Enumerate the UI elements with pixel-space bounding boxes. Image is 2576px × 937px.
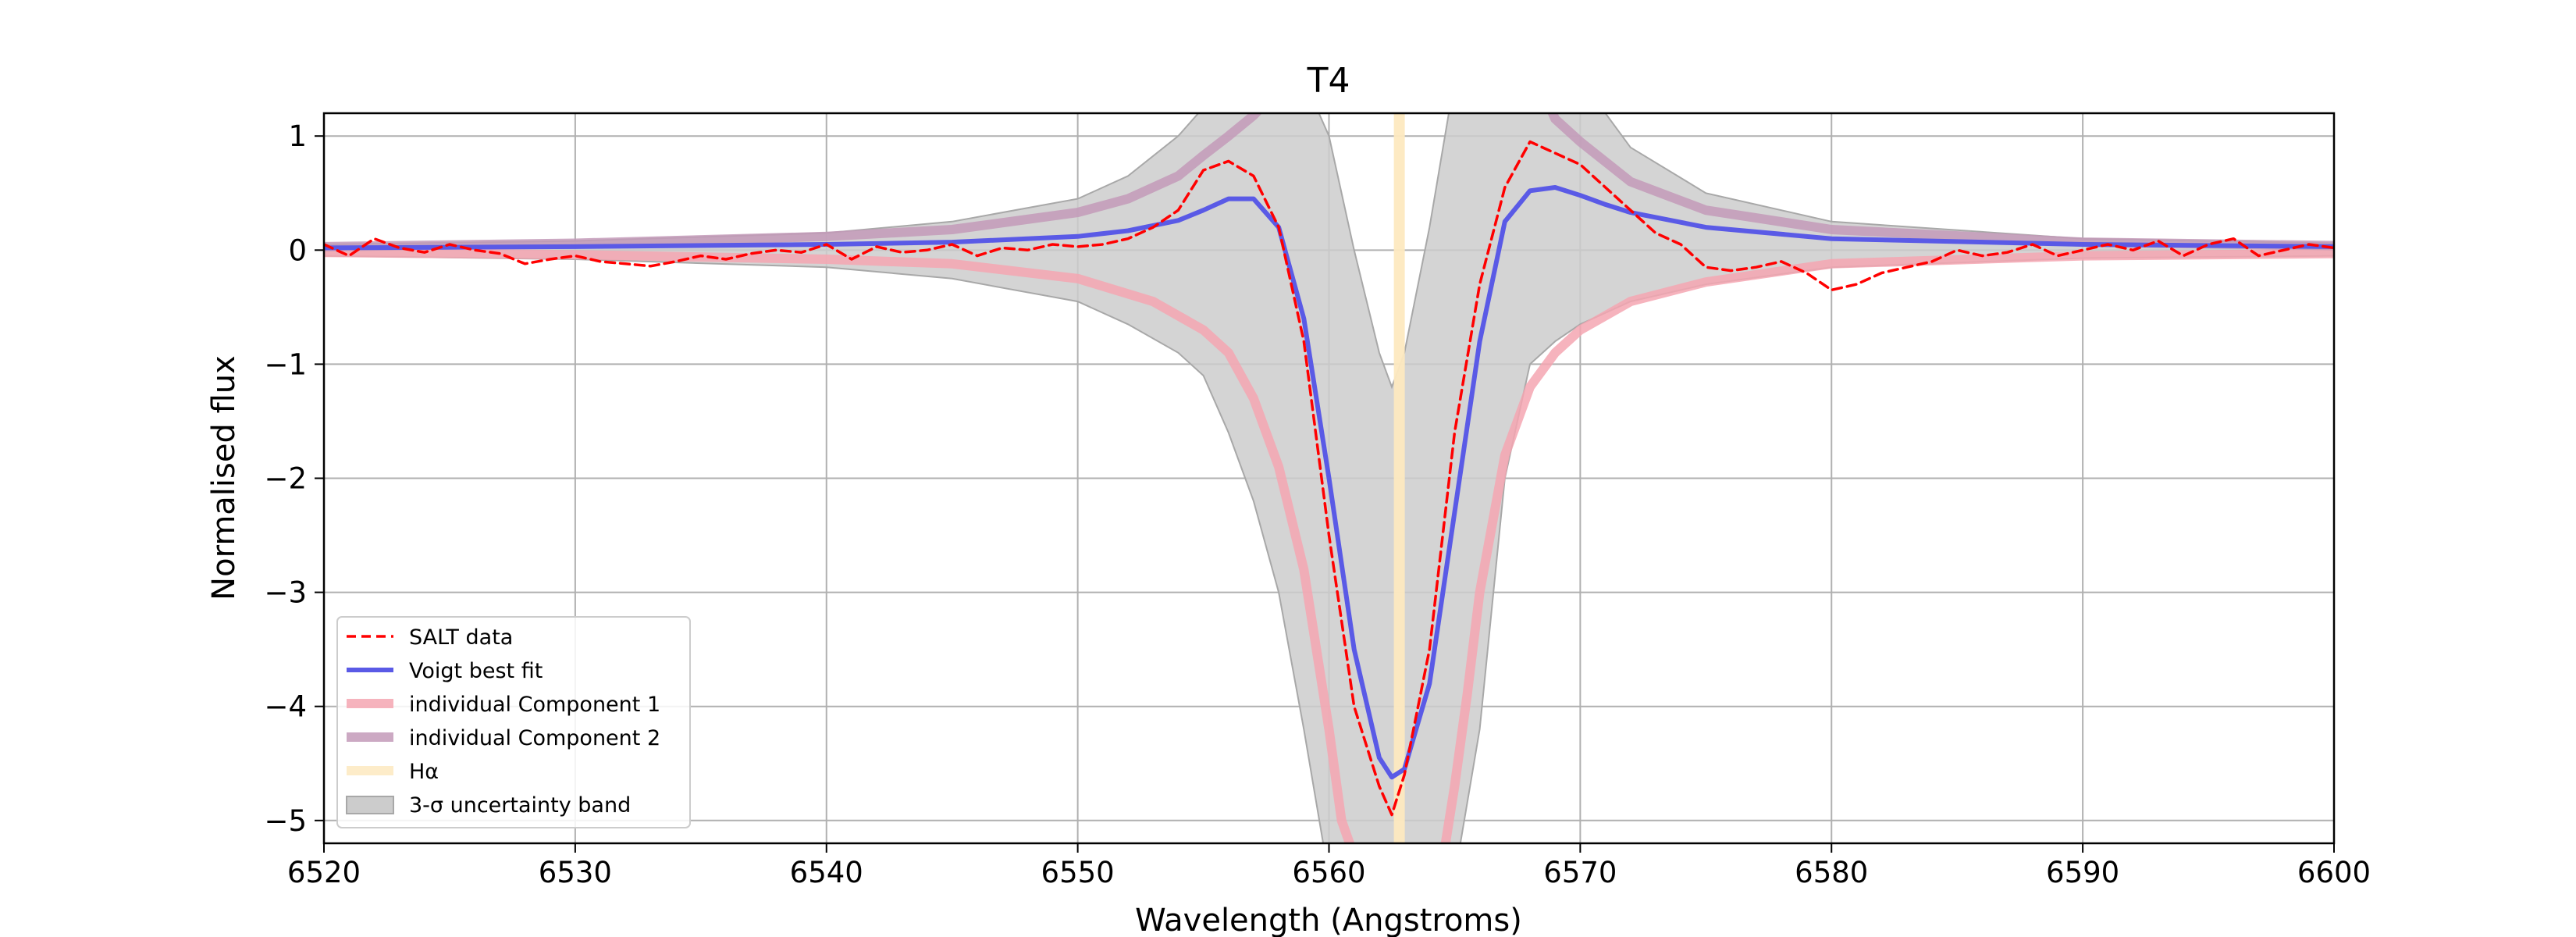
y-tick-label: −4	[264, 690, 307, 724]
y-tick-label: −3	[264, 576, 307, 610]
legend-label-component1: individual Component 1	[409, 693, 660, 717]
y-tick-label: −2	[264, 462, 307, 496]
legend-label-voigt: Voigt best fit	[409, 659, 543, 683]
series-voigt-line	[324, 185, 2334, 780]
ticks: 6520 6530 6540 6550 6560 6570 6580 6590 6600 1 0 −1…	[264, 119, 2371, 889]
legend: SALT data Voigt best fit individual Compon…	[336, 616, 691, 828]
legend-swatch-band	[346, 796, 394, 814]
x-tick-label: 6540	[790, 856, 863, 889]
legend-label-component2: individual Component 2	[409, 726, 660, 750]
x-tick-label: 6530	[539, 856, 612, 889]
x-tick-label: 6580	[1795, 856, 1868, 889]
y-tick-label: 1	[288, 119, 307, 153]
series-component2-line	[324, 113, 2334, 251]
x-tick-label: 6550	[1041, 856, 1115, 889]
legend-label-band: 3-σ uncertainty band	[409, 793, 631, 818]
y-axis-label: Normalised flux	[206, 355, 242, 600]
x-tick-label: 6590	[2046, 856, 2119, 889]
x-axis-label: Wavelength (Angstroms)	[1135, 903, 1522, 937]
legend-label-halpha: Hα	[409, 760, 439, 784]
chart-title: T4	[1307, 61, 1350, 101]
data-layer	[324, 113, 2334, 843]
x-tick-label: 6570	[1543, 856, 1617, 889]
series-salt-line	[324, 140, 2334, 817]
y-tick-label: −1	[264, 347, 307, 381]
y-tick-label: 0	[288, 233, 307, 267]
legend-box	[336, 616, 691, 828]
y-tick-label: −5	[264, 804, 307, 838]
legend-label-salt: SALT data	[409, 625, 513, 650]
x-tick-label: 6600	[2297, 856, 2371, 889]
series-component1-line	[324, 248, 2334, 843]
x-tick-label: 6520	[287, 856, 361, 889]
x-tick-label: 6560	[1292, 856, 1365, 889]
